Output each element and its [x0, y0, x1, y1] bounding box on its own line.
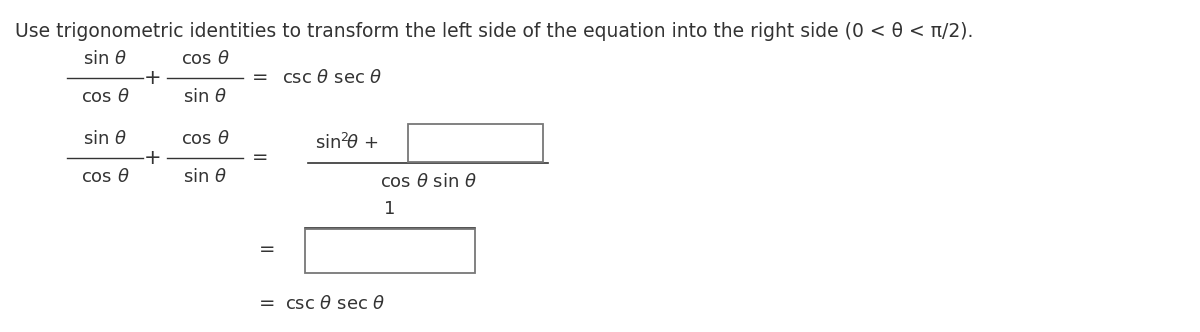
Text: +: + — [144, 148, 162, 168]
Text: +: + — [144, 68, 162, 88]
FancyBboxPatch shape — [408, 124, 542, 162]
Text: =: = — [259, 240, 275, 260]
Text: cos $\theta$ sin $\theta$: cos $\theta$ sin $\theta$ — [379, 173, 476, 191]
Text: cos $\theta$: cos $\theta$ — [80, 168, 130, 186]
Text: sin $\theta$: sin $\theta$ — [182, 168, 227, 186]
Text: cos $\theta$: cos $\theta$ — [80, 88, 130, 106]
Text: cos $\theta$: cos $\theta$ — [181, 130, 229, 148]
Text: sin $\theta$: sin $\theta$ — [83, 50, 127, 68]
Text: csc $\theta$ sec $\theta$: csc $\theta$ sec $\theta$ — [282, 69, 383, 87]
Text: =: = — [252, 68, 269, 88]
Text: 1: 1 — [384, 200, 396, 218]
Text: sin $\theta$: sin $\theta$ — [83, 130, 127, 148]
Text: csc $\theta$ sec $\theta$: csc $\theta$ sec $\theta$ — [286, 295, 385, 313]
Text: =: = — [252, 148, 269, 168]
Text: sin $\theta$: sin $\theta$ — [182, 88, 227, 106]
Text: =: = — [259, 294, 275, 313]
Text: cos $\theta$: cos $\theta$ — [181, 50, 229, 68]
FancyBboxPatch shape — [305, 229, 475, 273]
Text: sin$^2\!\theta$ +: sin$^2\!\theta$ + — [314, 133, 378, 153]
Text: Use trigonometric identities to transform the left side of the equation into the: Use trigonometric identities to transfor… — [14, 22, 973, 41]
